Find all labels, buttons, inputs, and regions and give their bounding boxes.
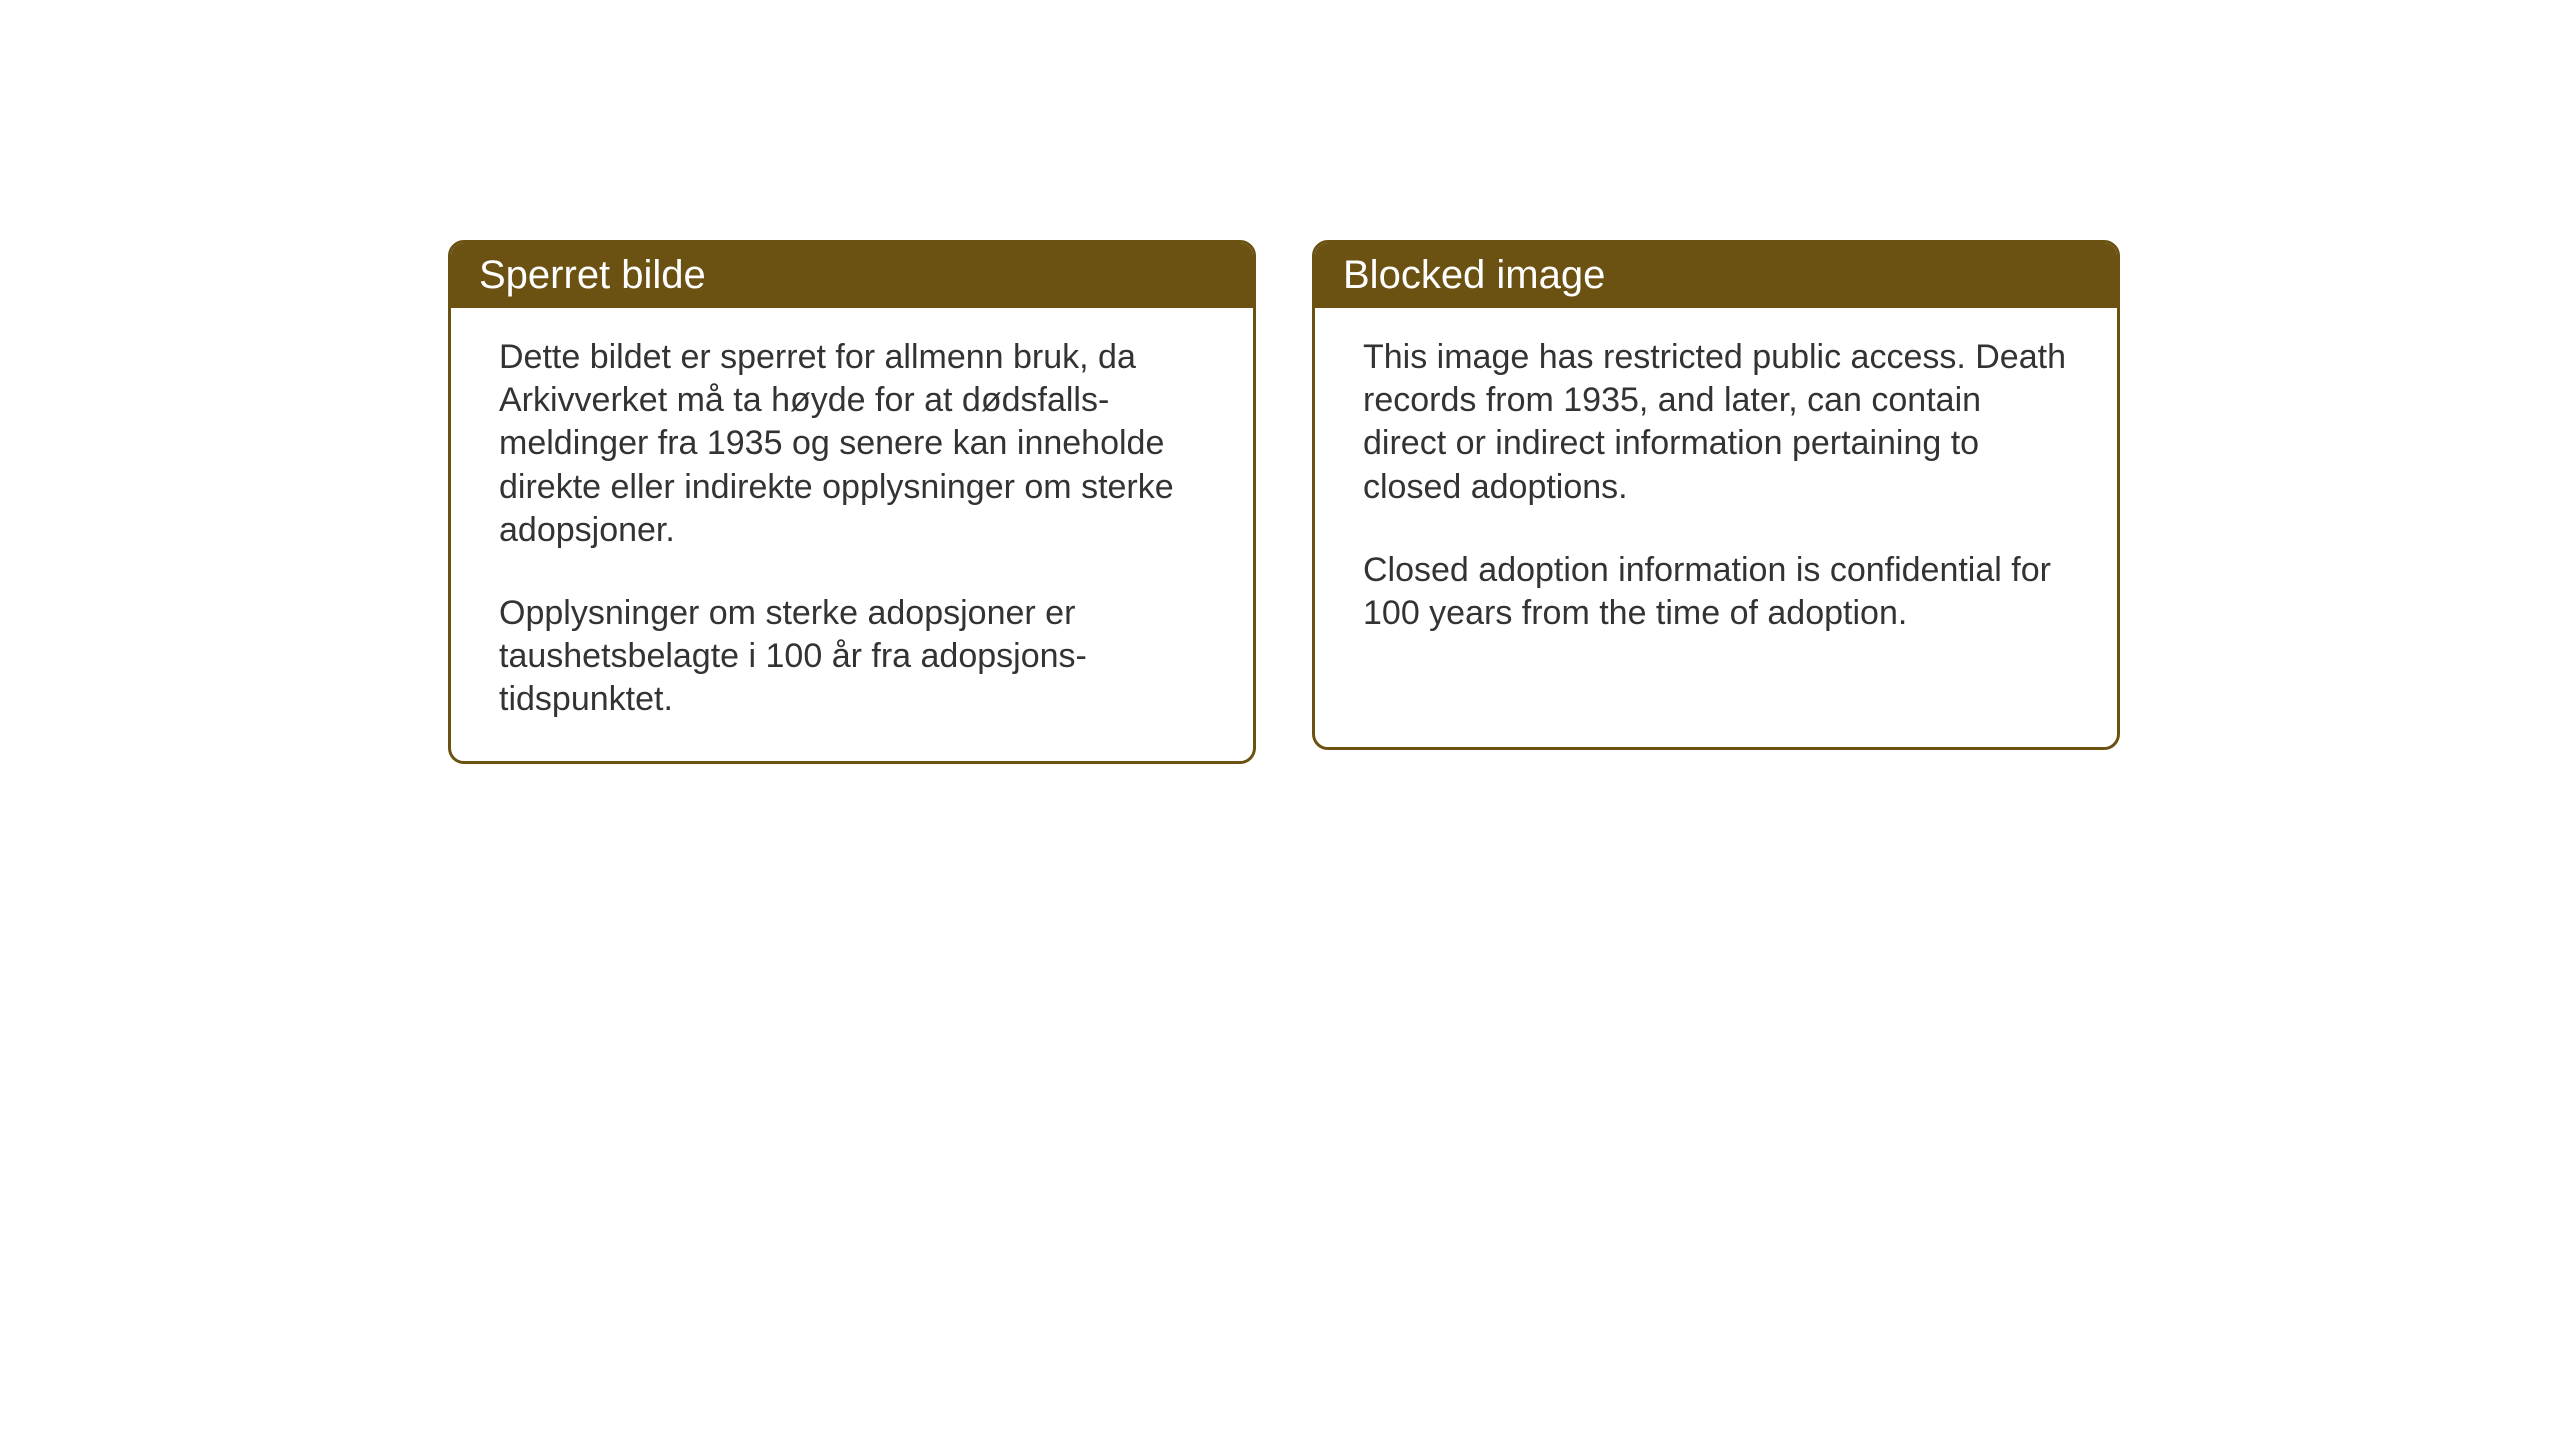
card-title-english: Blocked image: [1343, 253, 1605, 297]
card-body-english: This image has restricted public access.…: [1315, 308, 2117, 675]
card-paragraph-1-english: This image has restricted public access.…: [1363, 336, 2069, 509]
card-header-english: Blocked image: [1315, 243, 2117, 308]
card-header-norwegian: Sperret bilde: [451, 243, 1253, 308]
card-body-norwegian: Dette bildet er sperret for allmenn bruk…: [451, 308, 1253, 761]
notice-card-english: Blocked image This image has restricted …: [1312, 240, 2120, 750]
card-title-norwegian: Sperret bilde: [479, 253, 706, 297]
notice-container: Sperret bilde Dette bildet er sperret fo…: [448, 240, 2120, 764]
card-paragraph-1-norwegian: Dette bildet er sperret for allmenn bruk…: [499, 336, 1205, 552]
card-paragraph-2-norwegian: Opplysninger om sterke adopsjoner er tau…: [499, 592, 1205, 722]
notice-card-norwegian: Sperret bilde Dette bildet er sperret fo…: [448, 240, 1256, 764]
card-paragraph-2-english: Closed adoption information is confident…: [1363, 549, 2069, 635]
